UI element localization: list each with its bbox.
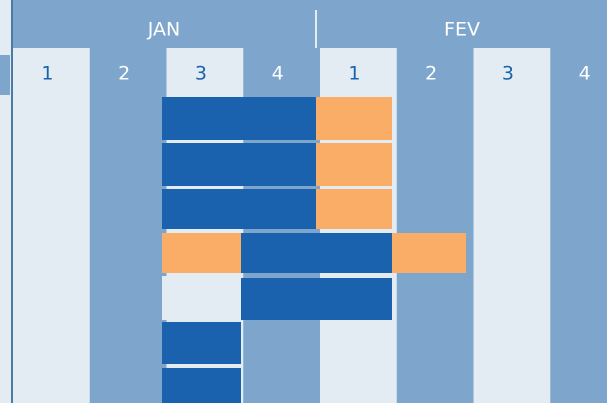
task-bar <box>316 97 392 140</box>
task-bar <box>316 189 392 229</box>
task-bar <box>392 233 466 273</box>
week-column <box>396 48 474 403</box>
week-column <box>13 48 90 403</box>
month-divider <box>315 10 317 48</box>
week-label: 4 <box>579 63 591 85</box>
task-bar <box>162 143 316 186</box>
week-label: 3 <box>195 63 207 85</box>
task-bar <box>162 368 241 403</box>
week-column <box>473 48 551 403</box>
month-label: FEV <box>444 19 480 41</box>
month-header <box>13 0 607 48</box>
week-label: 2 <box>425 63 437 85</box>
month-label: JAN <box>147 19 180 41</box>
task-bar <box>162 322 241 364</box>
week-column <box>550 48 607 403</box>
task-bar <box>241 278 392 320</box>
task-gap <box>162 276 241 320</box>
task-bar <box>162 97 316 140</box>
task-bar <box>162 233 241 273</box>
week-label: 4 <box>272 63 284 85</box>
week-label: 3 <box>502 63 514 85</box>
week-label: 1 <box>348 63 360 85</box>
week-label: 1 <box>41 63 53 85</box>
side-tab <box>0 55 10 95</box>
left-border <box>11 0 13 403</box>
bars <box>162 97 466 403</box>
week-label: 2 <box>118 63 130 85</box>
task-bar <box>241 233 392 273</box>
task-bar <box>162 189 316 229</box>
week-column <box>89 48 167 403</box>
task-bar <box>316 143 392 186</box>
